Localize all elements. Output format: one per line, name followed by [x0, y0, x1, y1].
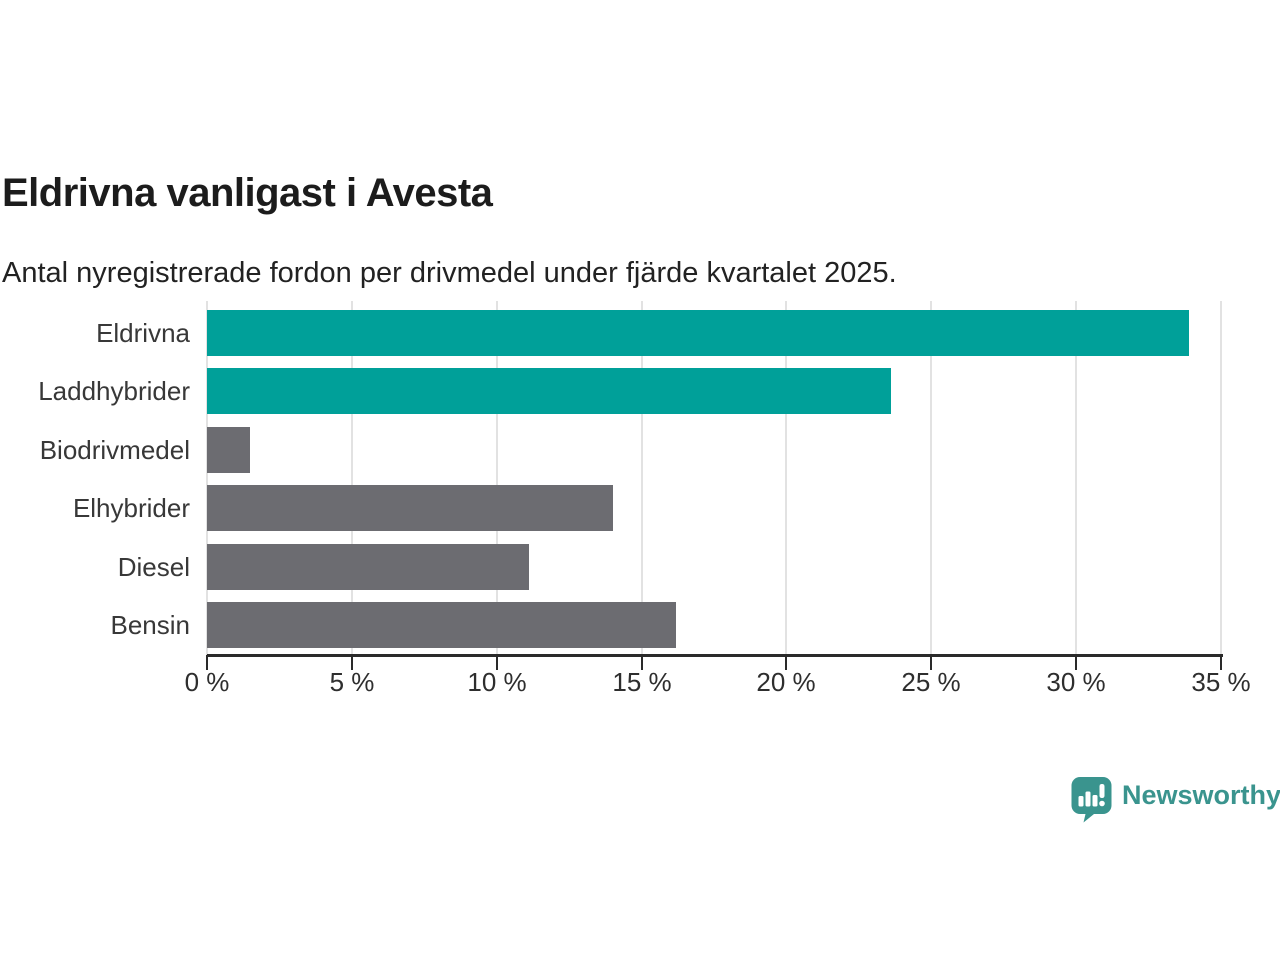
chart-subtitle: Antal nyregistrerade fordon per drivmede… [2, 257, 897, 289]
category-label-elhybrider: Elhybrider [72, 493, 190, 524]
tick-mark-30 [1075, 655, 1077, 670]
category-label-eldrivna: Eldrivna [96, 318, 190, 348]
category-label-laddhybrider: Laddhybrider [38, 376, 190, 407]
plot-area [206, 301, 1222, 655]
tick-label-0: 0 % [184, 667, 230, 697]
bar-biodrivmedel [207, 426, 250, 473]
brand-name: Newsworthy [1122, 780, 1280, 810]
gridline-20 [785, 301, 787, 655]
tick-label-20: 20 % [756, 667, 816, 697]
logo-exclamation-dot [1099, 800, 1105, 807]
tick-label-10: 10 % [467, 667, 527, 697]
tick-label-25: 25 % [901, 667, 961, 697]
gridline-35 [1220, 301, 1222, 655]
category-label-bensin: Bensin [110, 610, 191, 640]
newsworthy-logo: Newsworthy [1071, 777, 1280, 823]
chart-title: Eldrivna vanligast i Avesta [2, 170, 493, 215]
bar-bensin [207, 602, 676, 648]
tick-mark-5 [351, 655, 353, 670]
tick-label-30: 30 % [1046, 667, 1106, 697]
logo-bar-2 [1085, 791, 1091, 807]
gridline-0 [206, 301, 208, 655]
gridline-10 [496, 301, 498, 655]
newsworthy-bubble-icon [1071, 777, 1112, 823]
logo-bar-3 [1092, 795, 1098, 807]
bar-laddhybrider [207, 368, 891, 415]
category-label-biodrivmedel: Biodrivmedel [39, 434, 190, 465]
tick-mark-20 [785, 655, 787, 670]
tick-mark-25 [930, 655, 932, 670]
gridline-15 [641, 301, 643, 655]
tick-label-35: 35 % [1191, 667, 1251, 697]
logo-exclamation-stem [1099, 784, 1105, 798]
logo-bar-1 [1078, 796, 1084, 807]
tick-mark-35 [1220, 655, 1222, 670]
tick-label-15: 15 % [612, 667, 672, 697]
bar-eldrivna [207, 310, 1189, 356]
gridline-25 [930, 301, 932, 655]
tick-label-5: 5 % [329, 667, 375, 697]
gridline-5 [351, 301, 353, 655]
tick-mark-10 [496, 655, 498, 670]
tick-mark-0 [206, 655, 208, 670]
tick-mark-15 [641, 655, 643, 670]
bar-elhybrider [207, 485, 613, 532]
bar-diesel [207, 543, 529, 590]
x-axis-line [207, 654, 1223, 657]
gridline-30 [1075, 301, 1077, 655]
category-label-diesel: Diesel [117, 551, 190, 582]
